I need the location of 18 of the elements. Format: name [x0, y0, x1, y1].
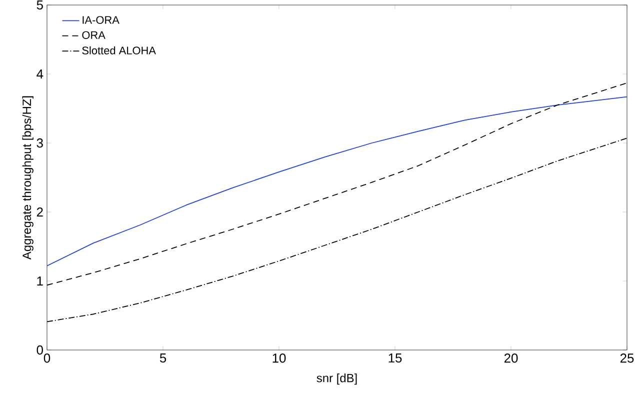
y-tick-label: 5 [36, 0, 43, 10]
y-tick-label: 2 [36, 207, 43, 217]
legend-label: ORA [82, 31, 106, 39]
x-axis-title: snr [dB] [316, 374, 357, 385]
x-tick-label: 5 [160, 354, 166, 363]
y-tick-label: 3 [36, 138, 43, 148]
legend-label: Slotted ALOHA [82, 46, 156, 54]
line-series [47, 96, 628, 266]
x-tick-label: 10 [272, 354, 286, 363]
legend-label: IA-ORA [82, 16, 120, 24]
y-axis-title: Aggregate throughput [bps/HZ] [22, 96, 34, 260]
x-tick-label: 15 [388, 354, 402, 363]
x-tick-label: 25 [620, 354, 634, 363]
y-tick-label: 4 [36, 70, 44, 78]
x-tick-label: 0 [44, 354, 50, 363]
x-tick-label: 20 [504, 354, 518, 363]
y-tick-label: 1 [37, 276, 43, 286]
y-tick-label: 0 [36, 345, 43, 355]
